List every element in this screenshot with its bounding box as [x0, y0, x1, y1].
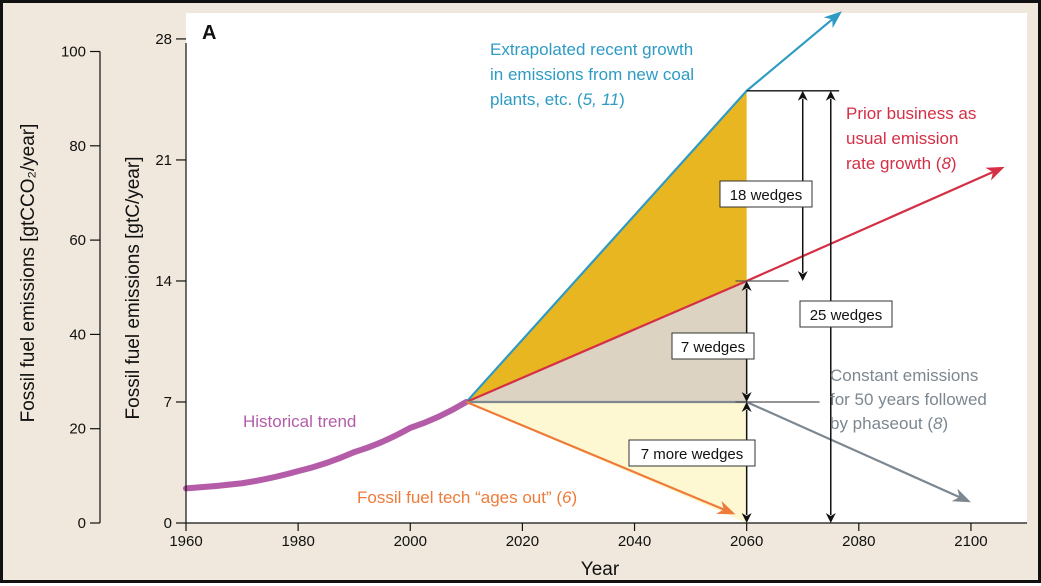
outer-y-tick-label: 80: [69, 138, 86, 155]
wedge-label: 7 wedges: [681, 339, 745, 356]
coal-label-line: Extrapolated recent growth: [490, 40, 693, 59]
wedge-arrow-7-more-wedges-head-bottom: [741, 513, 752, 523]
ages-out-line: [465, 400, 725, 511]
outer-y-tick-label: 40: [69, 326, 86, 343]
panel-label: A: [202, 22, 216, 44]
wedge-label: 18 wedges: [730, 187, 803, 204]
constant-label-close: ): [942, 414, 948, 433]
outer-y-tick-label: 100: [61, 44, 86, 61]
wedge-arrow-7-wedges-head-top: [741, 280, 752, 291]
inner-y-tick-label: 21: [155, 152, 172, 169]
wedge-arrow-7-more-wedges-head-top: [741, 401, 752, 412]
x-tick-label: 2100: [954, 533, 987, 550]
coal-label-line: plants, etc. (5, 11): [490, 90, 625, 109]
constant-label-line: by phaseout (8): [830, 414, 948, 433]
x-tick-label: 1980: [281, 533, 314, 550]
constant-label-ref: 8: [933, 414, 943, 433]
ages-out-label-ref: 6: [562, 488, 572, 507]
wedge-label-box: [628, 439, 756, 467]
bau-label-close: ): [951, 154, 957, 173]
inner-y-tick-label: 28: [155, 31, 172, 48]
inner-y-tick-label: 7: [164, 394, 172, 411]
inner-y-axis-title: Fossil fuel emissions [gtC/year]: [123, 157, 144, 420]
coal-label-line: in emissions from new coal: [490, 65, 694, 84]
wedge-label: 25 wedges: [810, 307, 883, 324]
constant-phaseout-arrowhead: [951, 488, 971, 503]
wedge-label-box: [719, 180, 813, 208]
x-tick-label: 2060: [730, 533, 763, 550]
coal-label-ref: 5, 11: [583, 90, 620, 109]
x-tick-label: 2000: [394, 533, 427, 550]
bau-label-ref: 8: [941, 154, 951, 173]
bau-label-line: Prior business as: [846, 104, 976, 123]
business-as-usual-arrowhead: [985, 166, 1005, 181]
constant-label-line: for 50 years followed: [830, 390, 987, 409]
outer-y-tick-label: 0: [78, 515, 86, 532]
wedge-arrow-18-wedges-head-top: [797, 90, 808, 101]
coal-growth-arrowhead: [823, 11, 842, 29]
wedge-arrow-25-wedges-head-bottom: [825, 513, 836, 523]
wedge-label-box: [671, 332, 755, 360]
x-tick-label: 1960: [169, 533, 202, 550]
x-tick-label: 2040: [618, 533, 651, 550]
bau-label-line: rate growth (8): [846, 154, 957, 173]
historical-trend-line: [183, 398, 470, 492]
x-tick-label: 2020: [506, 533, 539, 550]
coal-label-close: ): [619, 90, 625, 109]
inner-y-tick-label: 0: [164, 515, 172, 532]
outer-y-tick-label: 20: [69, 421, 86, 438]
wedge-label-box: [799, 300, 893, 328]
x-tick-label: 2080: [842, 533, 875, 550]
wedge-arrow-25-wedges-head-top: [825, 90, 836, 101]
constant-label-line: Constant emissions: [830, 366, 978, 385]
wedge-arrow-18-wedges-head-bottom: [797, 270, 808, 281]
wedge-arrow-7-wedges-head-bottom: [741, 391, 752, 402]
outer-y-tick-label: 60: [69, 232, 86, 249]
x-axis-title: Year: [581, 559, 620, 580]
bau-label-line: usual emission: [846, 129, 958, 148]
ages-out-arrowhead: [716, 500, 736, 515]
ages-out-label-line: Fossil fuel tech “ages out” (6): [357, 488, 577, 507]
outer-y-axis-title: Fossil fuel emissions [gtCCO₂/year]: [18, 124, 39, 423]
ages-out-label-close: ): [572, 488, 578, 507]
historical-label: Historical trend: [243, 412, 356, 431]
wedge-label: 7 more wedges: [641, 446, 744, 463]
inner-y-tick-label: 14: [155, 273, 172, 290]
